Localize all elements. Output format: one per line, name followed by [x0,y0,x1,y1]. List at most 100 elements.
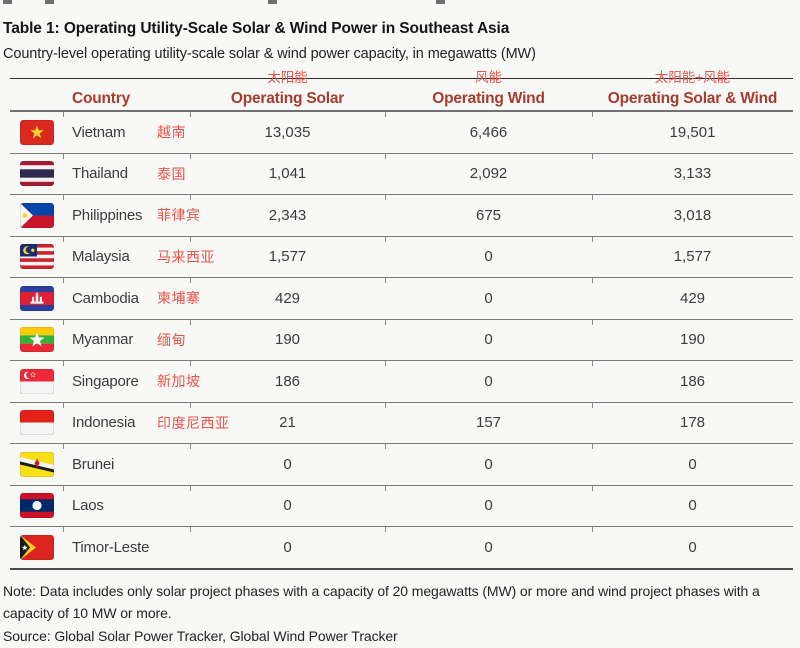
column-header-operating-solar-and-wind: Operating Solar & Wind [607,90,778,107]
country-name-chinese: 泰国 [157,165,186,182]
country-name: Myanmar [72,331,134,349]
table-row-brunei: Brunei 0 0 0 [10,444,793,486]
table-row-timor-leste: Timor-Leste 0 0 0 [10,527,793,570]
country-cell: Vietnam 越南 [10,112,190,153]
table-row-vietnam: Vietnam 越南 13,035 6,466 19,501 [10,112,793,154]
table-row-indonesia: Indonesia 印度尼西亚 21 157 178 [10,402,793,444]
solar-header-chinese-annotation: 太阳能 [267,70,308,85]
total-value: 429 [679,289,706,307]
column-header-operating-wind: Operating Wind [432,90,545,107]
country-name: Brunei [72,455,115,473]
cropped-text-artifact [268,0,277,4]
country-name: Laos [72,497,104,515]
country-name-chinese: 印度尼西亚 [157,414,230,431]
wind-value: 0 [484,455,493,473]
cropped-text-artifact [436,0,445,4]
solar-value: 1,577 [268,248,307,266]
total-value: 190 [679,331,706,349]
cropped-text-artifact [3,0,12,4]
country-cell: Philippines 菲律宾 [10,195,200,236]
country-cell: Malaysia 马来西亚 [10,237,215,278]
country-name-chinese: 马来西亚 [157,248,215,265]
country-name: Timor-Leste [72,538,150,556]
table-source: Source: Global Solar Power Tracker, Glob… [3,628,398,644]
country-cell: Indonesia 印度尼西亚 [10,403,229,444]
solar-value: 13,035 [264,123,311,141]
solar-value: 0 [283,455,292,473]
brunei-flag-icon [10,451,63,477]
country-name: Thailand [72,165,128,183]
country-cell: Timor-Leste [10,527,190,568]
total-value: 0 [688,538,697,556]
wind-value: 0 [484,331,493,349]
country-name-chinese: 越南 [157,124,186,141]
cambodia-flag-icon [10,285,63,311]
table-row-singapore: Singapore 新加坡 186 0 186 [10,361,793,403]
country-name: Singapore [72,372,139,390]
wind-header-chinese-annotation: 风能 [475,70,502,85]
laos-flag-icon [10,493,63,519]
wind-value: 0 [484,497,493,515]
total-value: 0 [688,455,697,473]
timor-leste-flag-icon [10,534,63,560]
country-cell: Singapore 新加坡 [10,361,200,402]
thailand-flag-icon [10,161,63,187]
table-row-laos: Laos 0 0 0 [10,485,793,527]
total-value: 178 [679,414,706,432]
total-value: 3,133 [673,165,712,183]
total-value: 1,577 [673,248,712,266]
country-name-chinese: 缅甸 [157,331,186,348]
cropped-text-artifact [45,0,54,4]
country-cell: Laos [10,486,190,527]
wind-value: 0 [484,248,493,266]
table-row-malaysia: Malaysia 马来西亚 1,577 0 1,577 [10,236,793,278]
capacity-table: 太阳能 风能 太阳能+风能 Country Operating Solar Op… [10,70,793,570]
total-value: 3,018 [673,206,712,224]
total-value: 19,501 [669,123,716,141]
country-cell: Cambodia 柬埔寨 [10,278,200,319]
solar-value: 1,041 [268,165,307,183]
table-note: Note: Data includes only solar project p… [3,583,760,621]
country-name-chinese: 新加坡 [157,373,201,390]
column-header-country: Country [72,90,131,107]
table-row-philippines: Philippines 菲律宾 2,343 675 3,018 [10,195,793,237]
wind-value: 157 [475,414,502,432]
country-name: Vietnam [72,123,126,141]
wind-value: 2,092 [469,165,508,183]
singapore-flag-icon [10,368,63,394]
vietnam-flag-icon [10,119,63,145]
indonesia-flag-icon [10,410,63,436]
total-value: 186 [679,372,706,390]
solar-value: 190 [274,331,301,349]
column-header-operating-solar: Operating Solar [230,90,345,107]
country-name-chinese: 菲律宾 [157,207,201,224]
solar-value: 0 [283,538,292,556]
table-header-row: 太阳能 风能 太阳能+风能 Country Operating Solar Op… [10,70,793,112]
wind-value: 0 [484,538,493,556]
wind-value: 6,466 [469,123,508,141]
solar-value: 186 [274,372,301,390]
table-row-cambodia: Cambodia 柬埔寨 429 0 429 [10,278,793,320]
wind-value: 0 [484,289,493,307]
table-row-myanmar: Myanmar 缅甸 190 0 190 [10,319,793,361]
malaysia-flag-icon [10,244,63,270]
solar-value: 21 [279,414,296,432]
total-value: 0 [688,497,697,515]
solar-value: 0 [283,497,292,515]
country-cell: Myanmar 缅甸 [10,320,190,361]
table-title: Table 1: Operating Utility-Scale Solar &… [3,20,510,37]
country-cell: Brunei [10,444,190,485]
country-name: Cambodia [72,289,139,307]
country-cell: Thailand 泰国 [10,154,190,195]
country-name-chinese: 柬埔寨 [157,290,201,307]
wind-value: 675 [475,206,502,224]
country-name: Malaysia [72,248,130,266]
total-header-chinese-annotation: 太阳能+风能 [654,70,731,85]
solar-value: 2,343 [268,206,307,224]
table-row-thailand: Thailand 泰国 1,041 2,092 3,133 [10,153,793,195]
country-name: Philippines [72,206,143,224]
philippines-flag-icon [10,202,63,228]
country-name: Indonesia [72,414,136,432]
myanmar-flag-icon [10,327,63,353]
solar-value: 429 [274,289,301,307]
